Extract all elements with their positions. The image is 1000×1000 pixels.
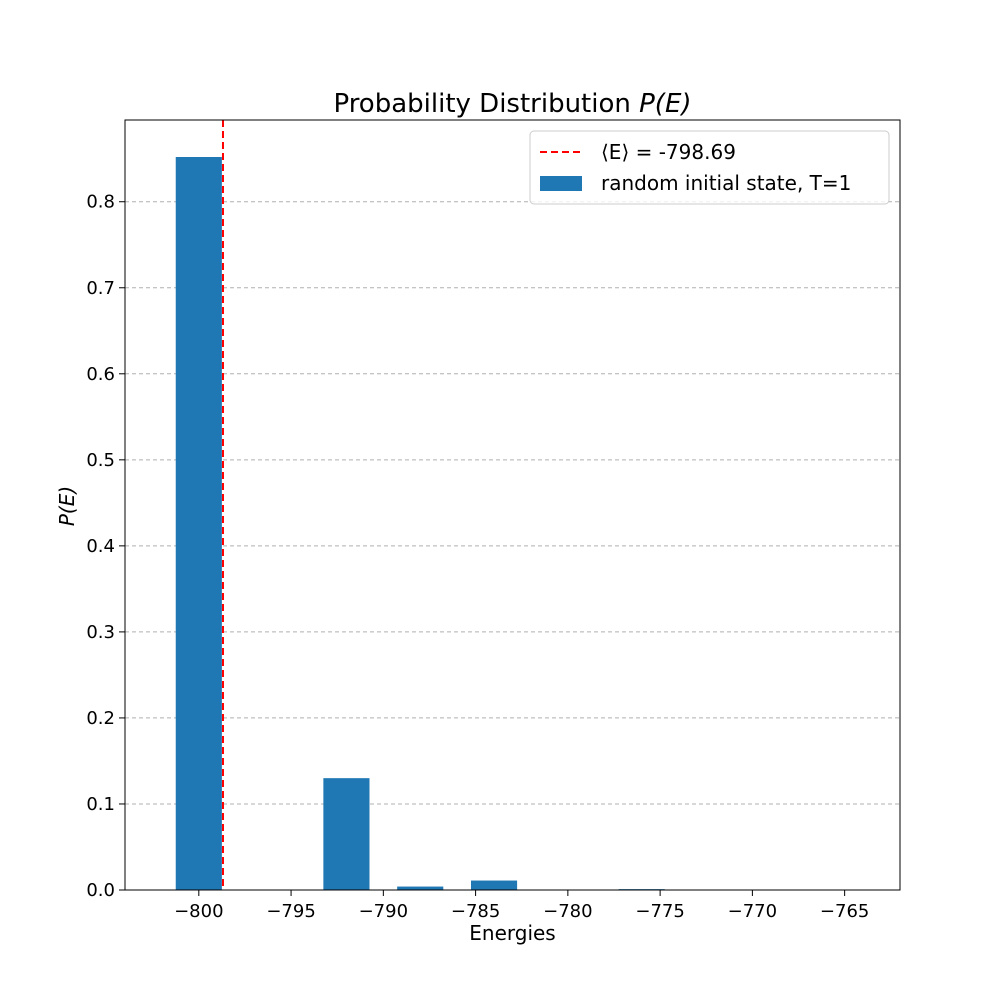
legend: ⟨E⟩ = -798.69 random initial state, T=1 xyxy=(529,130,890,205)
x-tick-label: −790 xyxy=(359,901,408,922)
x-axis-label: Energies xyxy=(469,921,555,945)
bar xyxy=(323,778,370,890)
x-tick-label: −765 xyxy=(820,901,869,922)
y-tick-label: 0.7 xyxy=(86,278,115,299)
bars xyxy=(175,156,665,891)
grid-lines xyxy=(125,201,900,805)
bar xyxy=(397,886,444,890)
x-tick-label: −785 xyxy=(451,901,500,922)
y-tick-label: 0.5 xyxy=(86,450,115,471)
y-tick-label: 0.6 xyxy=(86,364,115,385)
y-axis-label: P(E) xyxy=(55,486,79,526)
y-tick-label: 0.4 xyxy=(86,536,115,557)
legend-mean-label: ⟨E⟩ = -798.69 xyxy=(601,140,736,164)
bar xyxy=(470,880,518,890)
y-tick-label: 0.3 xyxy=(86,622,115,643)
x-tick-label: −775 xyxy=(635,901,684,922)
x-tick-label: −780 xyxy=(543,901,592,922)
chart-title: Probability Distribution P(E) xyxy=(333,89,691,119)
y-tick-label: 0.8 xyxy=(86,192,115,213)
x-tick-label: −795 xyxy=(266,901,315,922)
y-axis-ticks: 0.0 0.1 0.2 0.3 0.4 0.5 0.6 0.7 0.8 xyxy=(86,192,125,901)
y-tick-label: 0.1 xyxy=(86,794,115,815)
x-axis-ticks: −800 −795 −790 −785 −780 −775 −770 −765 xyxy=(174,890,869,922)
legend-box xyxy=(529,130,890,205)
y-tick-label: 0.2 xyxy=(86,708,115,729)
x-tick-label: −770 xyxy=(728,901,777,922)
plot-frame xyxy=(124,119,901,891)
y-tick-label: 0.0 xyxy=(86,880,115,901)
legend-series-label: random initial state, T=1 xyxy=(601,171,851,195)
legend-bar-swatch xyxy=(540,176,582,191)
x-tick-label: −800 xyxy=(174,901,223,922)
bar xyxy=(175,156,222,891)
